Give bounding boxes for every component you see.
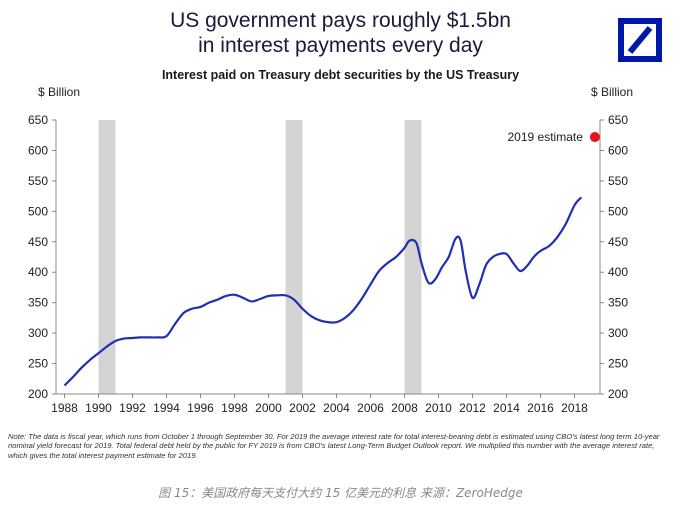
deutsche-bank-logo-icon — [618, 18, 662, 62]
title-line-1: US government pays roughly $1.5bn — [170, 9, 511, 32]
title-line-2: in interest payments every day — [198, 34, 483, 57]
y-tick-label-left: 550 — [28, 174, 48, 188]
x-tick-label: 2018 — [561, 401, 588, 415]
y-tick-label-left: 450 — [28, 235, 48, 249]
x-tick-label: 1998 — [221, 401, 248, 415]
x-tick-label: 1996 — [187, 401, 214, 415]
y-tick-label-right: 600 — [608, 143, 628, 157]
y-tick-label-left: 650 — [28, 113, 48, 127]
y-tick-label-left: 250 — [28, 357, 48, 371]
y-tick-label-right: 300 — [608, 326, 628, 340]
y-tick-label-right: 400 — [608, 265, 628, 279]
y-tick-label-left: 300 — [28, 326, 48, 340]
y-axis-label-right: $ Billion — [591, 85, 634, 99]
y-tick-label-right: 550 — [608, 174, 628, 188]
y-tick-label-right: 200 — [608, 387, 628, 401]
y-tick-label-left: 400 — [28, 265, 48, 279]
x-tick-label: 2002 — [289, 401, 316, 415]
y-tick-label-right: 500 — [608, 204, 628, 218]
x-tick-label: 2012 — [459, 401, 486, 415]
y-tick-label-right: 650 — [608, 113, 628, 127]
x-tick-label: 2014 — [493, 401, 520, 415]
y-tick-label-right: 350 — [608, 296, 628, 310]
line-chart: 200 200 250 250 300 300 350 350 400 400 450 450 500 5… — [28, 113, 628, 415]
y-axis-label-left: $ Billion — [38, 85, 81, 99]
estimate-2019-point — [589, 132, 600, 143]
chart-note: Note: The data is fiscal year, which run… — [8, 432, 660, 460]
figure-caption: 图 15：美国政府每天支付大约 15 亿美元的利息 来源：ZeroHedge — [158, 486, 523, 500]
x-tick-label: 2010 — [425, 401, 452, 415]
y-tick-label-left: 200 — [28, 387, 48, 401]
y-tick-label-right: 250 — [608, 357, 628, 371]
x-tick-label: 2004 — [323, 401, 350, 415]
x-tick-label: 2008 — [391, 401, 418, 415]
y-tick-label-left: 500 — [28, 204, 48, 218]
x-tick-label: 1994 — [153, 401, 180, 415]
logo-slash-icon — [627, 26, 653, 54]
chart-subtitle: Interest paid on Treasury debt securitie… — [161, 68, 520, 82]
recession-band — [404, 120, 422, 394]
y-tick-label-left: 350 — [28, 296, 48, 310]
recession-band — [285, 120, 303, 394]
series-line-interest-paid — [63, 196, 583, 387]
recession-band — [98, 120, 116, 394]
x-tick-label: 1992 — [119, 401, 146, 415]
x-tick-label: 2016 — [527, 401, 554, 415]
x-tick-label: 1990 — [85, 401, 112, 415]
x-tick-label: 2006 — [357, 401, 384, 415]
estimate-2019-label: 2019 estimate — [508, 130, 584, 144]
x-tick-label: 1988 — [51, 401, 78, 415]
y-tick-label-right: 450 — [608, 235, 628, 249]
x-tick-label: 2000 — [255, 401, 282, 415]
y-tick-label-left: 600 — [28, 143, 48, 157]
chart-title: US government pays roughly $1.5bn in int… — [0, 8, 681, 58]
